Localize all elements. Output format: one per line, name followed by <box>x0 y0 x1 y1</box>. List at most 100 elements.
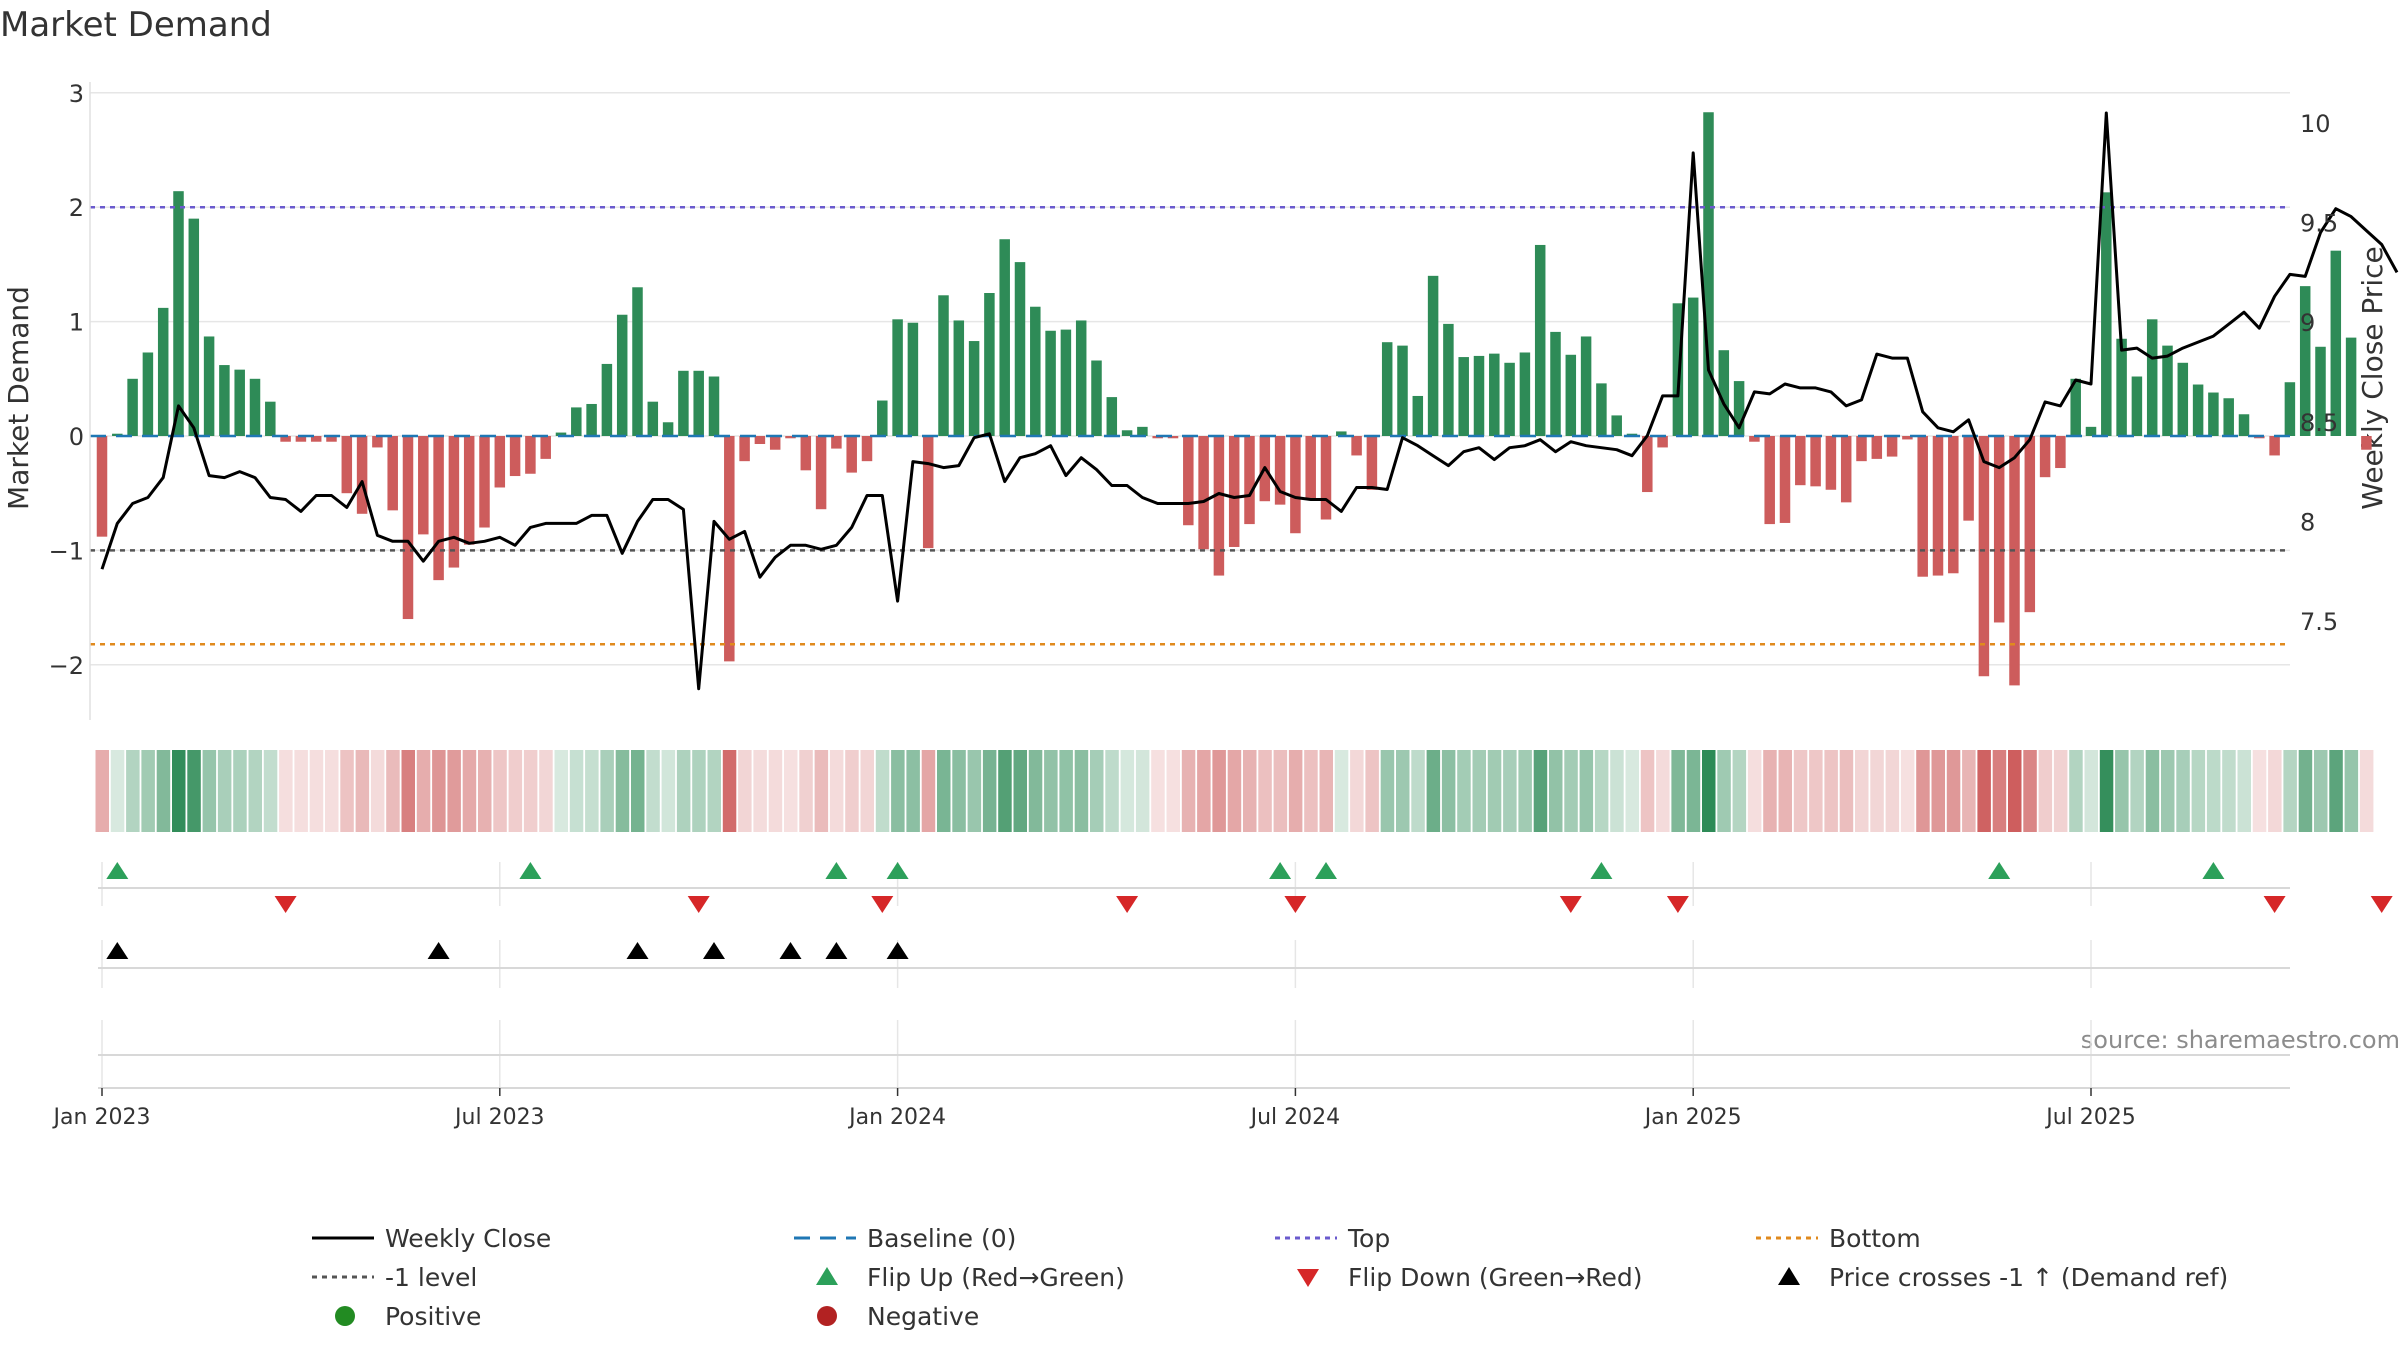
demand-bar <box>1443 323 1454 436</box>
demand-bar <box>586 403 597 436</box>
heat-cell <box>202 750 217 832</box>
heat-cell <box>1380 750 1395 832</box>
y-tick-left: −2 <box>49 652 84 680</box>
heat-cell <box>554 750 568 832</box>
legend-symbol-circle <box>335 1306 355 1326</box>
y-axis-label-right: Weekly Close Price <box>2356 246 2389 509</box>
heat-cell <box>1472 750 1486 832</box>
heat-cell <box>814 750 829 832</box>
heat-cell <box>1855 750 1869 832</box>
heat-cell <box>1992 750 2007 832</box>
demand-bar <box>2055 436 2066 469</box>
demand-bar <box>157 307 169 436</box>
heat-cell <box>523 750 538 832</box>
heat-cell <box>753 750 767 832</box>
heat-cell <box>1763 750 1777 832</box>
heat-cell <box>1625 750 1639 832</box>
heat-cell <box>1090 750 1104 832</box>
demand-bar <box>555 432 567 436</box>
demand-bar <box>938 295 949 436</box>
demand-bar <box>1106 397 1118 436</box>
heat-cell <box>2237 750 2251 832</box>
heat-cell <box>722 750 737 832</box>
heat-cell <box>600 750 614 832</box>
demand-bar <box>877 400 888 436</box>
heat-cell <box>646 750 660 832</box>
heat-cell <box>508 750 523 832</box>
heat-cell <box>1503 750 1517 832</box>
demand-bar <box>188 218 200 436</box>
heat-cell <box>1441 750 1456 832</box>
y-axis-label-left: Market Demand <box>2 286 35 510</box>
heat-cell <box>1594 750 1609 832</box>
heat-cell <box>1839 750 1854 832</box>
demand-bar <box>1963 436 1974 521</box>
demand-bar <box>418 436 429 535</box>
flip-down-marker <box>2370 896 2393 913</box>
demand-bar <box>142 352 154 436</box>
demand-bar <box>724 436 735 662</box>
heat-cell <box>799 750 813 832</box>
heat-cell <box>707 750 721 832</box>
demand-bar <box>1366 436 1378 490</box>
heat-cell <box>784 750 798 832</box>
demand-bar <box>2085 426 2097 436</box>
heat-cell <box>1426 750 1441 832</box>
demand-bar <box>1534 244 1546 436</box>
heat-cell <box>631 750 645 832</box>
heat-cell <box>1457 750 1471 832</box>
demand-bar <box>678 370 689 436</box>
heat-cell <box>952 750 966 832</box>
demand-bar <box>1519 352 1531 436</box>
heat-cell <box>2130 750 2144 832</box>
heat-cell <box>1885 750 1900 832</box>
demand-bar <box>1290 436 1301 534</box>
heat-cell <box>921 750 936 832</box>
heat-cell <box>967 750 982 832</box>
y-tick-right: 9 <box>2300 309 2315 337</box>
heat-cell <box>738 750 752 832</box>
heat-cell <box>845 750 859 832</box>
demand-bar <box>219 365 230 436</box>
heat-cell <box>1288 750 1303 832</box>
heat-cell <box>1212 750 1226 832</box>
demand-bar <box>341 436 353 494</box>
flip-down-marker <box>1284 896 1307 913</box>
demand-bar <box>1840 436 1852 503</box>
demand-bar <box>1902 436 1913 440</box>
demand-bar <box>708 376 720 436</box>
flip-down-marker <box>1116 896 1139 913</box>
demand-bar <box>433 436 444 581</box>
heat-cell <box>309 750 324 832</box>
demand-bar <box>1718 350 1730 436</box>
heat-cell <box>2344 750 2359 832</box>
demand-bar <box>479 436 490 528</box>
demand-bar <box>265 401 276 436</box>
price-cross-marker <box>703 942 725 959</box>
demand-bar <box>326 436 337 442</box>
demand-bar <box>2330 250 2342 436</box>
demand-bar <box>1672 303 1684 436</box>
heat-cell <box>1243 750 1257 832</box>
legend-label: Price crosses -1 ↑ (Demand ref) <box>1829 1263 2228 1292</box>
heat-cell <box>217 750 232 832</box>
demand-bar <box>1381 342 1393 436</box>
heat-cell <box>2053 750 2068 832</box>
heat-cell <box>126 750 140 832</box>
heat-cell <box>539 750 553 832</box>
heat-cell <box>187 750 201 832</box>
heat-cell <box>1931 750 1945 832</box>
demand-bar <box>2146 319 2158 436</box>
demand-bar <box>1917 436 1928 577</box>
demand-bar <box>1948 436 1959 574</box>
heat-cell <box>585 750 599 832</box>
x-tick-label: Jan 2023 <box>52 1105 151 1130</box>
heat-cell <box>1824 750 1838 832</box>
demand-bar <box>1565 354 1577 436</box>
demand-bar <box>387 436 398 511</box>
demand-bar <box>1657 436 1668 448</box>
heat-cell <box>937 750 951 832</box>
heat-cell <box>1258 750 1272 832</box>
